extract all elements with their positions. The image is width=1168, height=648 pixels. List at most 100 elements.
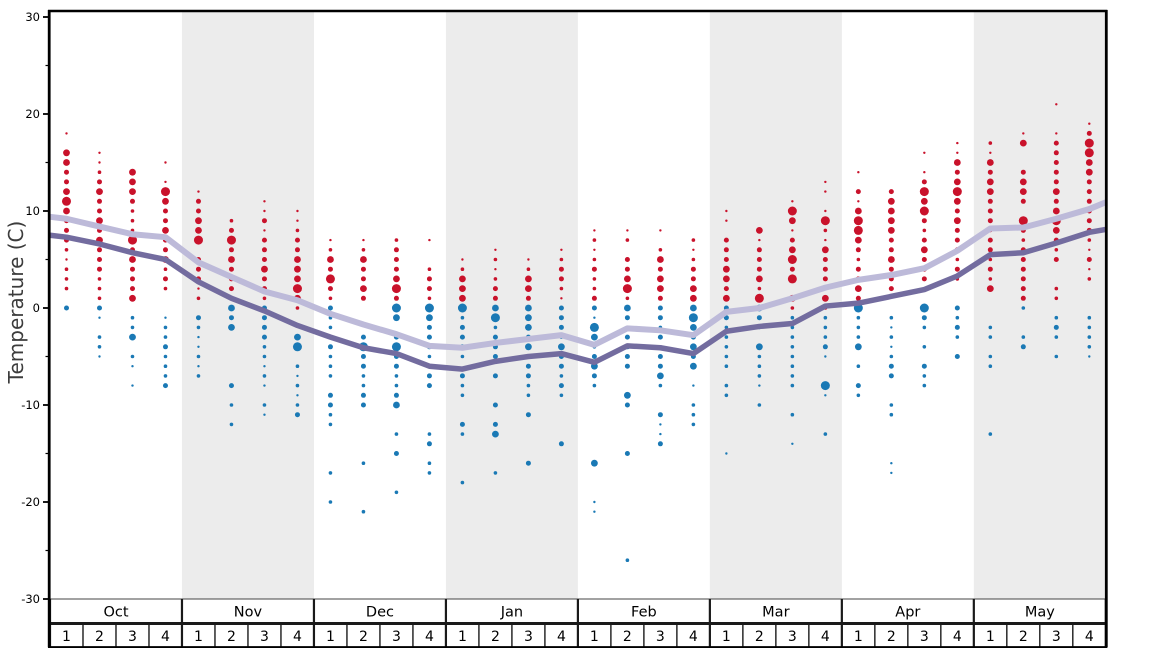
cold-dot-mar1 [724,345,729,349]
cold-dot-nov3 [263,413,266,416]
warm-dot-mar2 [756,247,762,253]
warm-dot-mar3 [789,237,795,243]
week-label-apr-3: 3 [920,629,929,645]
cold-dot-jan2 [492,354,498,359]
cold-dot-nov2 [228,315,234,321]
warm-dot-apr2 [888,189,894,195]
cold-dot-mar1 [724,383,729,388]
cold-dot-apr2 [890,471,893,475]
week-label-mar-4: 4 [821,629,830,645]
warm-dot-oct2 [98,151,101,154]
warm-dot-dec2 [361,248,366,252]
cold-dot-jan1 [457,303,467,313]
cold-dot-feb4 [689,304,697,312]
warm-dot-dec1 [329,238,332,242]
warm-dot-dec2 [362,238,365,242]
cold-dot-feb2 [623,304,631,312]
warm-dot-mar3 [788,217,796,225]
cold-dot-feb1 [593,510,596,513]
cold-dot-nov3 [262,345,267,349]
cold-dot-nov1 [197,335,200,339]
cold-dot-dec4 [427,432,432,436]
cold-dot-feb3 [657,412,663,418]
warm-dot-nov4 [294,275,301,283]
week-label-oct-3: 3 [128,629,137,645]
cold-dot-oct2 [97,345,102,349]
warm-dot-mar2 [754,293,764,303]
warm-dot-may3 [1053,160,1059,165]
warm-dot-may1 [987,198,993,204]
warm-dot-apr1 [857,171,860,174]
warm-dot-apr1 [853,216,863,226]
warm-dot-nov1 [195,198,201,204]
cold-dot-dec1 [328,374,333,378]
warm-dot-may1 [988,257,993,262]
week-label-oct-2: 2 [95,629,104,645]
warm-dot-oct1 [65,258,68,261]
warm-dot-mar2 [756,257,762,262]
cold-dot-may1 [988,325,993,330]
warm-dot-oct3 [129,198,135,204]
warm-dot-oct4 [163,286,168,291]
cold-dot-dec2 [360,392,366,398]
month-label-dec: Dec [366,605,394,621]
warm-dot-nov4 [294,237,300,243]
warm-dot-apr2 [888,237,894,243]
cold-dot-mar4 [823,315,828,320]
warm-dot-mar1 [723,286,729,292]
week-label-may-4: 4 [1085,629,1094,645]
cold-dot-feb2 [624,334,630,340]
warm-dot-jan4 [558,276,564,282]
warm-dot-feb2 [622,284,632,294]
cold-dot-nov1 [197,365,200,368]
warm-dot-oct1 [63,149,70,157]
warm-dot-oct3 [129,294,136,302]
cold-dot-dec3 [394,432,399,436]
cold-dot-mar3 [790,354,795,359]
week-label-jan-3: 3 [524,629,533,645]
warm-dot-dec2 [360,295,366,301]
cold-dot-feb4 [691,403,696,407]
cold-dot-dec4 [427,461,432,466]
cold-dot-nov3 [262,374,267,378]
cold-dot-dec3 [393,401,400,409]
cold-dot-mar2 [757,354,762,359]
warm-dot-may3 [1052,207,1060,215]
warm-dot-may2 [1019,188,1027,196]
warm-dot-oct1 [63,207,70,215]
warm-dot-jan1 [459,285,466,292]
warm-dot-dec4 [427,267,432,272]
warm-dot-nov3 [261,218,267,224]
warm-dot-apr2 [888,286,894,292]
cold-dot-jan1 [459,324,465,330]
warm-dot-mar2 [758,238,761,242]
warm-dot-feb1 [592,238,597,242]
cold-dot-feb3 [657,315,663,321]
warm-dot-nov2 [228,227,234,233]
cold-dot-nov2 [228,324,235,331]
warm-dot-oct2 [96,179,102,185]
cold-dot-nov1 [195,315,201,321]
warm-dot-mar3 [787,274,797,284]
warm-dot-mar4 [822,276,828,282]
warm-dot-oct3 [130,209,135,213]
cold-dot-may3 [1054,315,1059,320]
cold-dot-jan3 [525,314,532,322]
cold-dot-feb1 [590,333,598,341]
warm-dot-mar3 [790,306,795,310]
cold-dot-dec1 [328,364,333,369]
warm-dot-mar2 [755,227,763,234]
warm-dot-nov3 [263,229,266,232]
warm-dot-mar2 [756,266,762,272]
warm-dot-may1 [986,178,994,186]
cold-dot-apr3 [922,345,927,349]
warm-dot-may3 [1055,103,1058,106]
cold-dot-dec4 [426,334,432,340]
average-min-line [49,226,1107,372]
cold-dot-mar2 [756,315,762,321]
week-label-dec-3: 3 [392,629,401,645]
cold-dot-dec2 [361,461,366,466]
warm-dot-apr1 [855,247,861,253]
cold-dot-apr4 [955,335,960,339]
cold-dot-dec2 [361,374,366,378]
